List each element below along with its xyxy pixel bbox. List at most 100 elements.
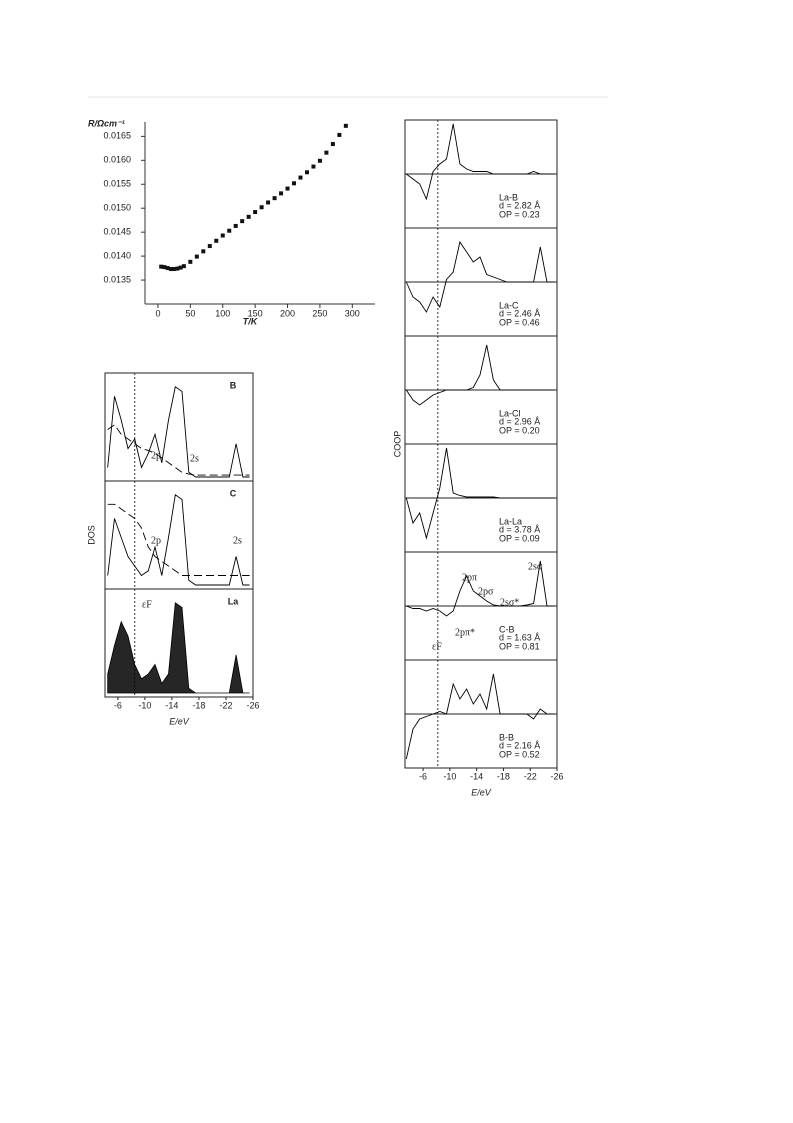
y-tick-label: 0.0140 [103,250,131,260]
x-tick-label: -6 [419,771,427,781]
y-axis-label: DOS [86,525,96,545]
data-point [330,142,335,147]
y-tick-label: 0.0135 [103,274,131,284]
data-point [266,200,271,205]
x-axis-label: E/eV [471,787,492,797]
bond-distance: d = 1.63 Å [499,632,540,642]
panel-label: C [230,488,237,498]
data-point [159,264,164,269]
annotation: 2p [151,450,161,461]
coop-curve [405,344,554,406]
y-tick-label: 0.0165 [103,131,131,141]
data-point [178,265,183,270]
x-tick-label: 200 [280,308,295,318]
x-tick-label: -14 [165,700,178,710]
bond-label: La-C [499,300,519,310]
data-point [220,233,225,238]
overlap-population: OP = 0.09 [499,533,540,543]
data-point [304,170,309,175]
data-point [181,264,186,269]
x-tick-label: 250 [312,308,327,318]
x-tick-label: -26 [246,700,259,710]
x-axis-label: E/eV [169,716,190,726]
data-point [292,181,297,186]
x-tick-label: 100 [215,308,230,318]
data-point [298,175,303,180]
data-point [172,267,177,272]
bond-distance: d = 2.96 Å [499,416,540,426]
data-point [162,265,167,270]
frame [104,372,254,698]
x-tick-label: -26 [550,771,563,781]
x-tick-label: 0 [155,308,160,318]
data-point [285,186,290,191]
x-tick-label: -10 [443,771,456,781]
x-tick-label: -18 [192,700,205,710]
annotation: 2pσ [478,586,494,597]
data-point [233,223,238,228]
data-point [279,191,284,196]
annotation: 2pπ [462,572,477,583]
data-point [343,123,348,128]
integrated-curve [107,503,250,576]
integrated-curve [107,424,250,476]
annotation: 2pπ* [455,627,475,638]
x-tick-label: -14 [470,771,483,781]
y-axis-label: R/Ωcm⁻¹ [88,118,125,128]
x-tick-label: 300 [345,308,360,318]
x-tick-label: -22 [219,700,232,710]
bond-label: B-B [499,732,514,742]
x-tick-label: 50 [185,308,195,318]
data-point [311,164,316,169]
data-point [259,205,264,210]
bond-label: La-La [499,516,522,526]
data-point [317,158,322,163]
x-tick-label: -6 [114,700,122,710]
annotation: εF [432,641,442,652]
data-point [188,259,193,264]
y-tick-label: 0.0145 [103,227,131,237]
data-point [272,196,277,201]
overlap-population: OP = 0.23 [499,209,540,219]
coop-curve [405,240,554,313]
bond-distance: d = 2.16 Å [499,740,540,750]
data-point [337,132,342,137]
annotation: 2sσ [528,561,543,572]
data-point [201,249,206,254]
bond-distance: d = 2.82 Å [499,200,540,210]
data-point [165,266,170,271]
annotation: 2sσ* [500,597,519,608]
coop-curve [405,673,554,760]
bond-label: C-B [499,624,515,634]
overlap-population: OP = 0.81 [499,641,540,651]
data-point [246,214,251,219]
bond-distance: d = 2.46 Å [499,308,540,318]
coop-curve [406,560,554,617]
data-point [214,238,219,243]
overlap-population: OP = 0.52 [499,749,540,759]
x-axis-label: T/K [243,316,259,326]
x-tick-label: -18 [497,771,510,781]
data-point [207,244,212,249]
data-point [168,267,173,272]
y-tick-label: 0.0155 [103,179,131,189]
x-tick-label: 150 [248,308,263,318]
data-point [324,150,329,155]
dos-curve [107,386,250,478]
annotation: εF [142,599,152,610]
coop-curve [405,447,554,540]
bond-label: La-Cl [499,408,521,418]
overlap-population: OP = 0.20 [499,425,540,435]
panel-label: La [228,596,239,606]
x-tick-label: -22 [524,771,537,781]
annotation: 2s [233,535,242,546]
data-point [194,254,199,259]
bond-distance: d = 3.78 Å [499,524,540,534]
panel-label: B [230,380,237,390]
bond-label: La-B [499,192,518,202]
annotation: 2p [151,535,161,546]
data-point [175,266,180,271]
y-tick-label: 0.0150 [103,203,131,213]
